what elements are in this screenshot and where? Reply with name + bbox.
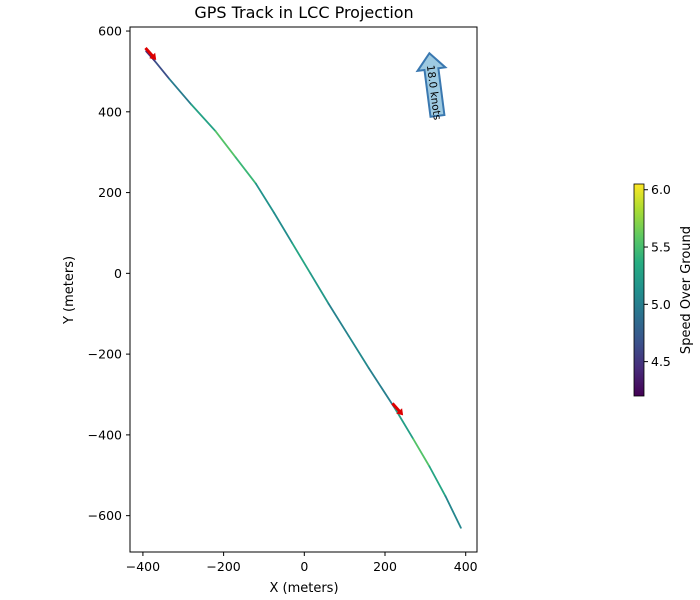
- speed-arrow: 18.0 knots: [415, 51, 448, 121]
- chart-title: GPS Track in LCC Projection: [194, 3, 413, 22]
- y-tick-label: −200: [88, 347, 122, 362]
- x-tick-label: 200: [373, 559, 397, 574]
- track-segment: [347, 335, 370, 370]
- x-tick-label: 0: [300, 559, 308, 574]
- direction-marker: [144, 47, 157, 60]
- plot-frame: [129, 26, 478, 553]
- y-axis-label: Y (meters): [62, 256, 77, 325]
- track-segment: [145, 50, 156, 63]
- track-segment: [412, 438, 431, 468]
- y-tick-label: 0: [114, 266, 122, 281]
- track-segment: [327, 302, 350, 337]
- colorbar-tick-label: 5.0: [651, 297, 671, 312]
- x-tick-label: 400: [454, 559, 478, 574]
- direction-marker: [391, 402, 404, 416]
- colorbar-tick-label: 5.5: [651, 240, 671, 255]
- y-tick-label: −400: [88, 427, 122, 442]
- colorbar-gradient: [633, 183, 645, 397]
- track-segment: [168, 77, 193, 106]
- colorbar-label: Speed Over Ground: [679, 226, 694, 354]
- y-tick-label: 600: [98, 24, 122, 39]
- colorbar-tick-label: 4.5: [651, 354, 671, 369]
- track-segment: [254, 182, 275, 214]
- track-segment: [214, 130, 237, 159]
- y-tick-label: −600: [88, 508, 122, 523]
- track-segment: [273, 211, 294, 244]
- track-segment: [234, 156, 257, 185]
- colorbar: 6.0 5.5 5.0 4.5: [633, 182, 671, 397]
- colorbar-tick-label: 6.0: [651, 182, 671, 197]
- y-tick-label: 400: [98, 104, 122, 119]
- track-segment: [428, 465, 447, 498]
- track-segment: [444, 495, 462, 529]
- y-tick-label: 200: [98, 185, 122, 200]
- track-segment: [154, 60, 171, 80]
- x-tick-label: −400: [126, 559, 160, 574]
- track-segment: [367, 367, 396, 410]
- track-segment: [291, 242, 312, 275]
- x-tick-label: −200: [206, 559, 240, 574]
- x-axis-label: X (meters): [269, 581, 338, 596]
- plot-area: −400 −200 0 200 400 600 400 200 0 −200 −400 −600 18.…: [88, 24, 478, 574]
- track-segment: [309, 272, 330, 305]
- track-segment: [190, 103, 217, 133]
